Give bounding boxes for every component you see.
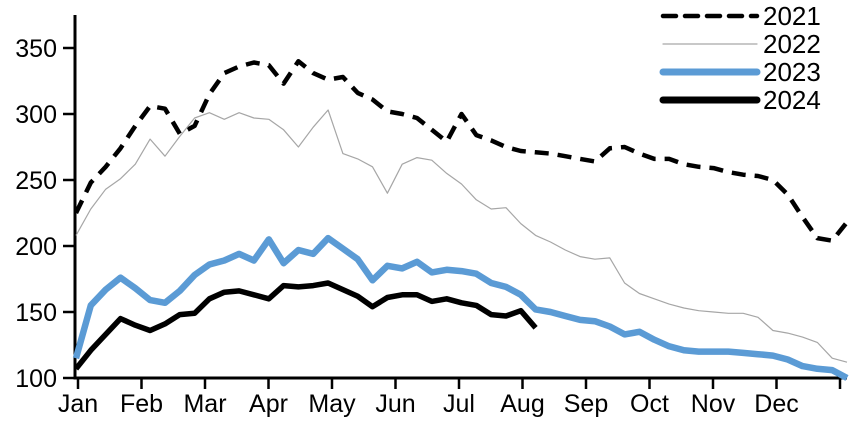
series-line-2022 xyxy=(75,109,848,363)
y-tick-label-250: 250 xyxy=(15,167,57,195)
x-axis-ticks xyxy=(76,378,842,389)
y-axis-labels: 100 150 200 250 300 350 xyxy=(15,35,57,393)
y-tick-label-300: 300 xyxy=(15,101,57,129)
x-tick-label-jun: Jun xyxy=(375,390,415,418)
x-tick-label-jul: Jul xyxy=(443,390,475,418)
x-tick-label-jan: Jan xyxy=(58,390,98,418)
x-tick-label-aug: Aug xyxy=(500,390,544,418)
legend-label-2021: 2021 xyxy=(763,1,821,31)
y-axis-ticks xyxy=(63,46,75,380)
series-line-2023 xyxy=(72,234,849,381)
x-axis-labels: Jan Feb Mar Apr May Jun Jul Aug Sep Oct Nov Dec xyxy=(58,390,799,418)
series-line-2021 xyxy=(73,58,849,243)
y-tick-label-350: 350 xyxy=(15,35,57,63)
x-tick-label-feb: Feb xyxy=(120,390,163,418)
x-tick-label-apr: Apr xyxy=(249,390,288,418)
legend: 2021 2022 2023 2024 xyxy=(659,1,821,115)
y-tick-label-100: 100 xyxy=(15,365,57,393)
x-tick-label-dec: Dec xyxy=(754,390,798,418)
series-line-2024 xyxy=(73,280,538,371)
legend-label-2022: 2022 xyxy=(763,29,821,59)
y-tick-label-200: 200 xyxy=(15,233,57,261)
x-tick-label-sep: Sep xyxy=(564,390,608,418)
x-tick-label-may: May xyxy=(308,390,356,418)
legend-label-2024: 2024 xyxy=(763,85,821,115)
y-tick-label-150: 150 xyxy=(15,299,57,327)
x-tick-label-mar: Mar xyxy=(183,390,226,418)
series-lines xyxy=(72,58,849,381)
x-tick-label-oct: Oct xyxy=(630,390,669,418)
legend-label-2023: 2023 xyxy=(763,57,821,87)
x-tick-label-nov: Nov xyxy=(691,390,736,418)
